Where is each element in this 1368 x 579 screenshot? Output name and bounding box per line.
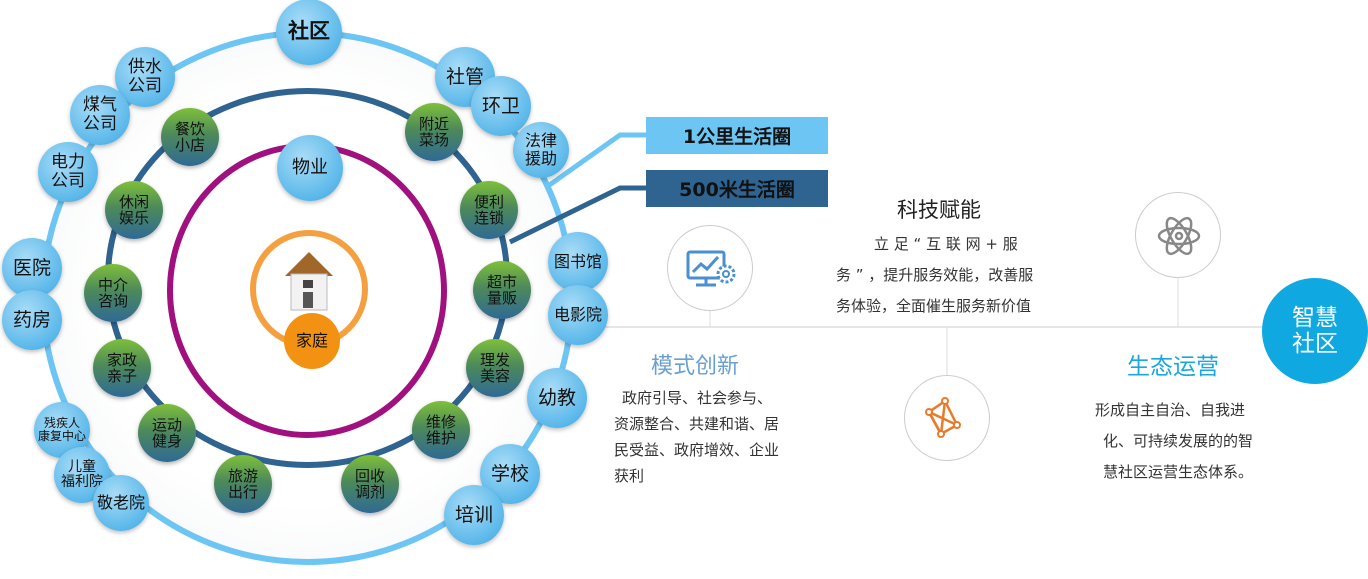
500m-service-node: 超市 量贩 [473, 261, 531, 319]
500m-service-node: 休闲 娱乐 [105, 181, 163, 239]
mode-line: 政府引导、社会参与、 [622, 389, 773, 407]
mode-icon-circle [904, 375, 990, 461]
one-km-service-node: 药房 [2, 290, 62, 350]
eco-text: 形成自主自治、自我进 化、可持续发展的的智 慧社区运营生态体系。 [1095, 395, 1295, 488]
house-icon [283, 250, 335, 312]
500m-service-node: 便利 连锁 [460, 181, 518, 239]
one-km-service-node: 供水 公司 [115, 47, 175, 107]
mode-text: 政府引导、社会参与、 资源整合、共建和谐、居 民受益、政府增效、企业 获利 [614, 385, 824, 489]
mode-line: 民受益、政府增效、企业 [614, 441, 780, 459]
one-km-service-node: 法律 援助 [513, 122, 569, 178]
eco-icon-circle [1135, 192, 1221, 278]
one-km-service-node: 煤气 公司 [70, 85, 130, 145]
500m-service-node: 理发 美容 [466, 339, 524, 397]
tech-text: 立 足 “ 互 联 网 + 服 务 ” ，提升服务效能，改善服 务体验，全面催生… [836, 231, 1096, 319]
one-km-circle-tag: 1公里生活圈 [646, 117, 828, 154]
monitor-gear-icon [686, 250, 736, 287]
mode-line: 获利 [614, 467, 645, 485]
eco-line: 慧社区运营生态体系。 [1103, 463, 1254, 481]
one-km-service-node: 图书馆 [548, 232, 608, 292]
tech-line: 务体验，全面催生服务新价值 [836, 297, 1032, 315]
tech-title: 科技赋能 [897, 198, 981, 222]
mode-title: 模式创新 [651, 354, 740, 379]
500m-service-node: 回收 调剂 [341, 455, 399, 513]
network-icon [925, 397, 961, 438]
one-km-service-node: 电影院 [548, 285, 608, 345]
500m-service-node: 家政 亲子 [93, 339, 151, 397]
eco-line: 化、可持续发展的的智 [1103, 432, 1254, 450]
one-km-service-node: 环卫 [471, 76, 531, 136]
atom-icon [1157, 216, 1201, 256]
tech-icon-circle [667, 225, 753, 311]
property-node: 物业 [277, 135, 343, 201]
500m-service-node: 附近 菜场 [405, 103, 463, 161]
community-node: 社区 [276, 0, 342, 65]
tech-line: 务 ” ，提升服务效能，改善服 [836, 266, 1034, 284]
500m-service-node: 运动 健身 [138, 404, 196, 462]
500m-service-node: 中介 咨询 [84, 264, 142, 322]
500m-service-node: 维修 维护 [412, 401, 470, 459]
smart-community-node: 智慧 社区 [1262, 278, 1368, 384]
500m-service-node: 旅游 出行 [214, 455, 272, 513]
one-km-service-node: 幼教 [527, 368, 587, 428]
tech-line: 立 足 “ 互 联 网 + 服 [874, 235, 1018, 253]
eco-line: 形成自主自治、自我进 [1095, 401, 1246, 419]
500m-circle-tag: 500米生活圈 [646, 170, 828, 207]
one-km-service-node: 医院 [2, 238, 62, 298]
500m-service-node: 餐饮 小店 [161, 108, 219, 166]
eco-title: 生态运营 [1127, 354, 1219, 380]
one-km-service-node: 电力 公司 [38, 142, 98, 202]
family-node: 家庭 [284, 313, 340, 369]
mode-line: 资源整合、共建和谐、居 [614, 415, 780, 433]
one-km-service-node: 培训 [444, 485, 504, 545]
one-km-service-node: 敬老院 [93, 475, 149, 531]
